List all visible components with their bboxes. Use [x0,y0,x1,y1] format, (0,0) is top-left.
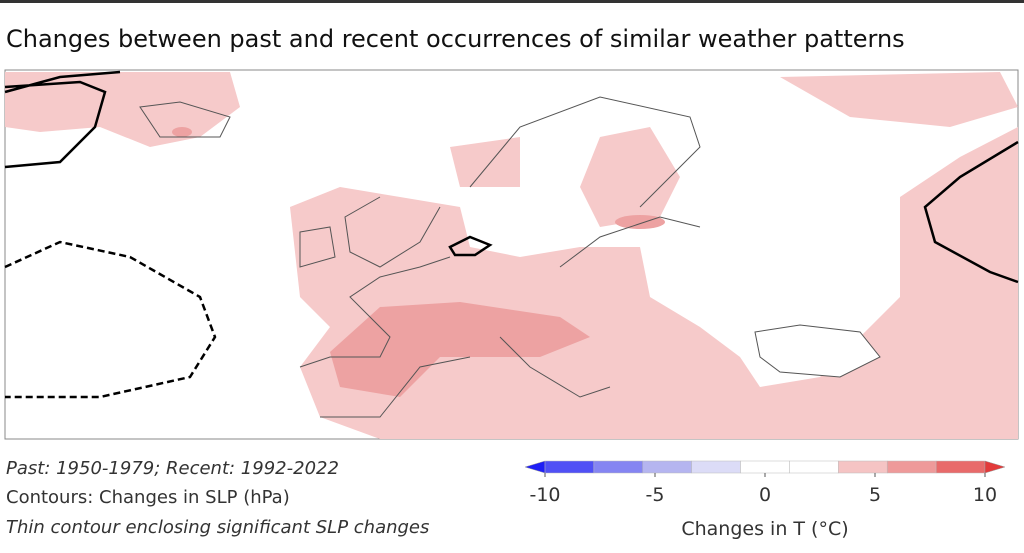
colorbar-tick-label: 10 [973,484,997,506]
map [4,69,1019,440]
note: Past: 1950-1979; Recent: 1992-2022 [6,458,339,479]
colorbar-segment [789,460,839,474]
colorbar-segment [642,460,692,474]
colorbar-arrow [984,460,1006,474]
colorbar-arrow [524,460,546,474]
colorbar-segment [838,460,888,474]
strong-warming [172,127,665,397]
coastlines [139,96,881,418]
note: Thin contour enclosing significant SLP c… [6,517,430,538]
title: Changes between past and recent occurren… [6,25,905,53]
colorbar-segment [886,460,937,474]
colorbar: -10 -5 0 5 10 Changes in T (°C) [524,460,1006,540]
colorbar-segment [544,460,595,474]
colorbar-segment [593,460,644,474]
slp-contours [4,70,1019,399]
colorbar-tick-label: -10 [529,484,560,506]
colorbar-segment [691,460,741,474]
colorbar-tick-label: 0 [759,484,771,506]
colorbar-tick-label: 5 [869,484,881,506]
note: Contours: Changes in SLP (hPa) [6,487,290,508]
colorbar-label: Changes in T (°C) [681,518,848,540]
colorbar-segment [935,460,986,474]
colorbar-segment [740,460,790,474]
colorbar-tick-label: -5 [646,484,665,506]
